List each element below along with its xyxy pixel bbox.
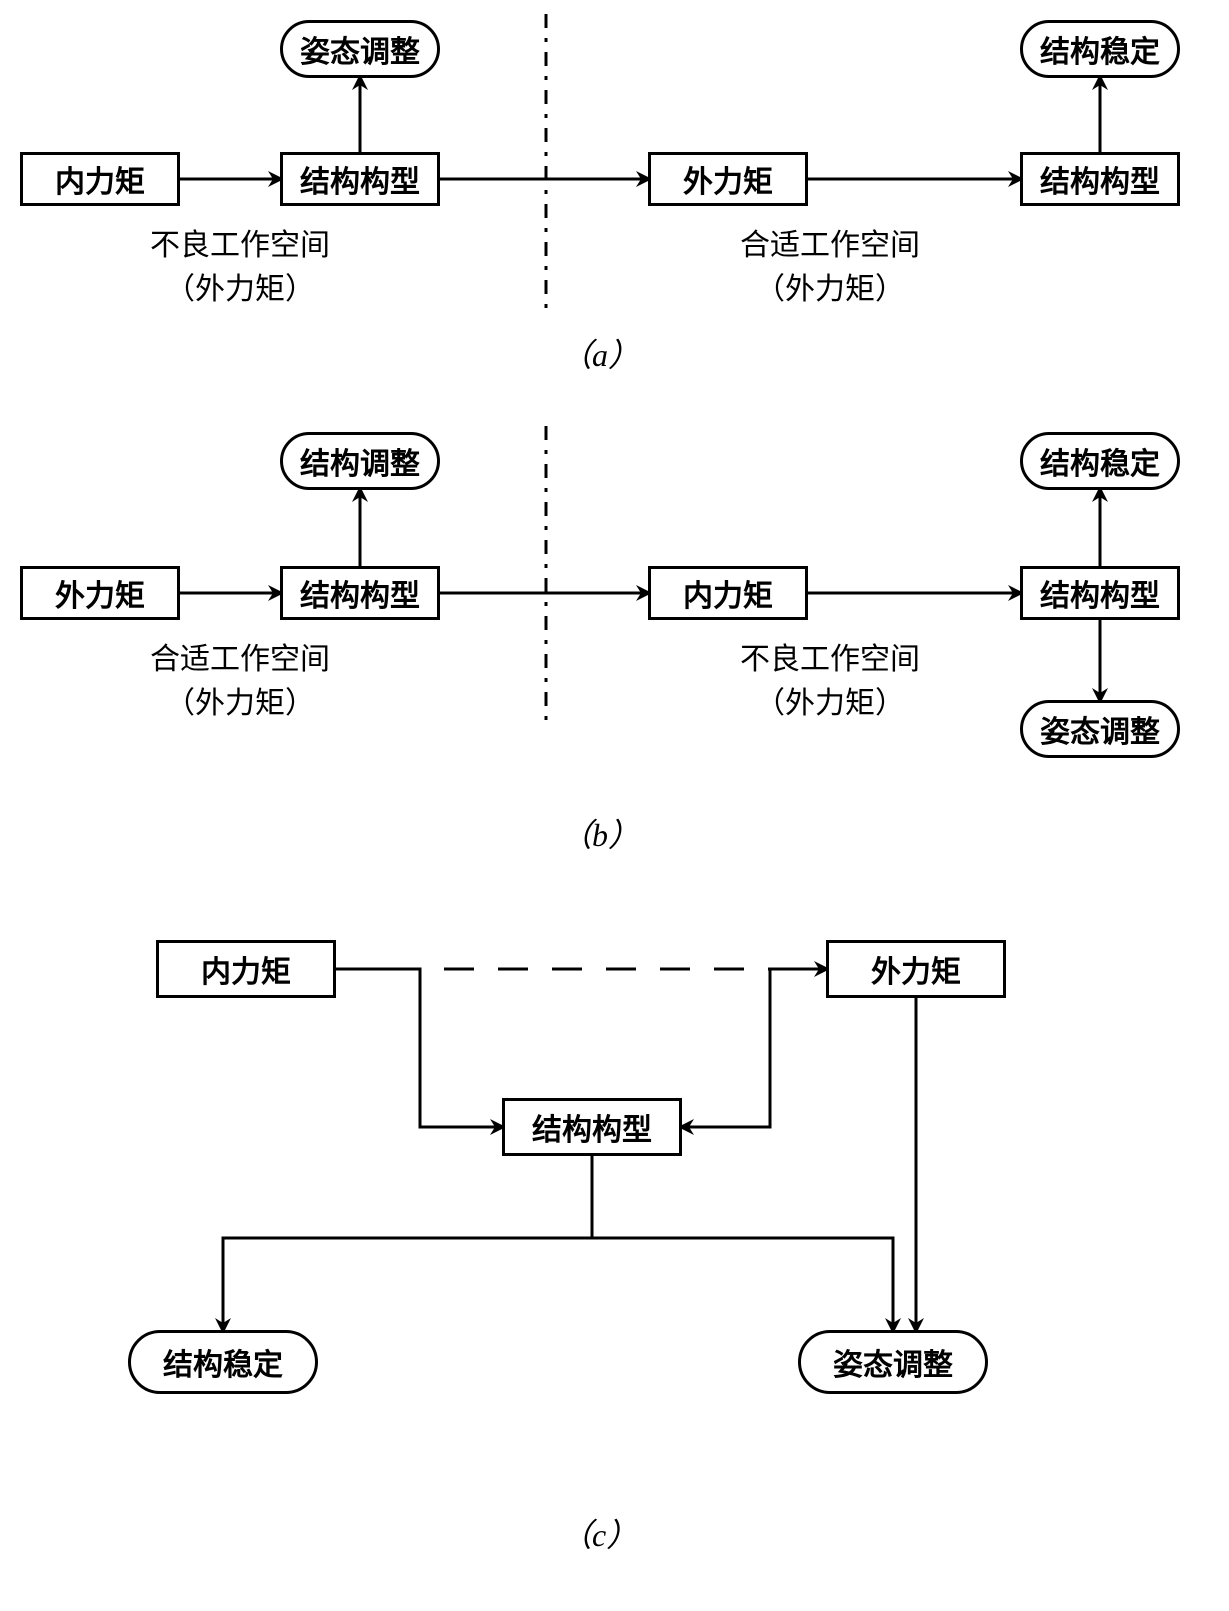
node-label: 结构构型 [1040,157,1160,201]
caption-line: 合适工作空间 [740,220,920,264]
figure-label: （c） [560,1510,638,1556]
node-label: 内力矩 [683,571,773,615]
caption-line: （外力矩） [150,264,330,308]
panel-c-c_internal: 内力矩 [156,940,336,998]
node-label: 外力矩 [683,157,773,201]
panel-a-a_conf_l: 结构构型 [280,152,440,206]
node-label: 结构稳定 [1040,439,1160,483]
panel-c-edge [336,969,502,1127]
caption-line: （外力矩） [150,678,330,722]
node-label: 结构构型 [300,571,420,615]
node-label: 外力矩 [55,571,145,615]
node-label: 内力矩 [55,157,145,201]
panel-c-c_external: 外力矩 [826,940,1006,998]
panel-b-b_internal: 内力矩 [648,566,808,620]
caption-line: 不良工作空间 [740,634,920,678]
panel-b-b_structadj: 结构调整 [280,432,440,490]
panel-b-caption: 不良工作空间（外力矩） [740,634,920,722]
node-label: 结构构型 [532,1105,652,1149]
panel-b-b_conf_r: 结构构型 [1020,566,1180,620]
panel-a-a_stable: 结构稳定 [1020,20,1180,78]
panel-a-caption: 不良工作空间（外力矩） [150,220,330,308]
panel-c-c_attitude: 姿态调整 [798,1330,988,1394]
node-label: 姿态调整 [300,27,420,71]
figure-label: （a） [560,330,640,376]
node-label: 内力矩 [201,947,291,991]
caption-line: 合适工作空间 [150,634,330,678]
panel-c-edge [682,969,826,1127]
panel-b-b_attitude: 姿态调整 [1020,700,1180,758]
caption-line: 不良工作空间 [150,220,330,264]
panel-c-c_conf: 结构构型 [502,1098,682,1156]
panel-a-a_internal: 内力矩 [20,152,180,206]
node-label: 结构构型 [300,157,420,201]
panel-b-caption: 合适工作空间（外力矩） [150,634,330,722]
caption-line: （外力矩） [740,264,920,308]
panel-c-edge [592,1238,893,1330]
diagram-canvas: 内力矩结构构型姿态调整外力矩结构构型结构稳定不良工作空间（外力矩）合适工作空间（… [0,0,1229,1611]
panel-b-b_external: 外力矩 [20,566,180,620]
node-label: 结构调整 [300,439,420,483]
node-label: 结构稳定 [1040,27,1160,71]
node-label: 姿态调整 [1040,707,1160,751]
panel-a-caption: 合适工作空间（外力矩） [740,220,920,308]
node-label: 外力矩 [871,947,961,991]
node-label: 姿态调整 [833,1340,953,1384]
panel-c-c_stable: 结构稳定 [128,1330,318,1394]
panel-a-a_conf_r: 结构构型 [1020,152,1180,206]
panel-b-b_stable: 结构稳定 [1020,432,1180,490]
caption-line: （外力矩） [740,678,920,722]
panel-c-edge [223,1156,592,1330]
panel-a-a_external: 外力矩 [648,152,808,206]
node-label: 结构构型 [1040,571,1160,615]
panel-b-b_conf_l: 结构构型 [280,566,440,620]
node-label: 结构稳定 [163,1340,283,1384]
panel-a-a_attitude: 姿态调整 [280,20,440,78]
figure-label: （b） [560,810,640,856]
